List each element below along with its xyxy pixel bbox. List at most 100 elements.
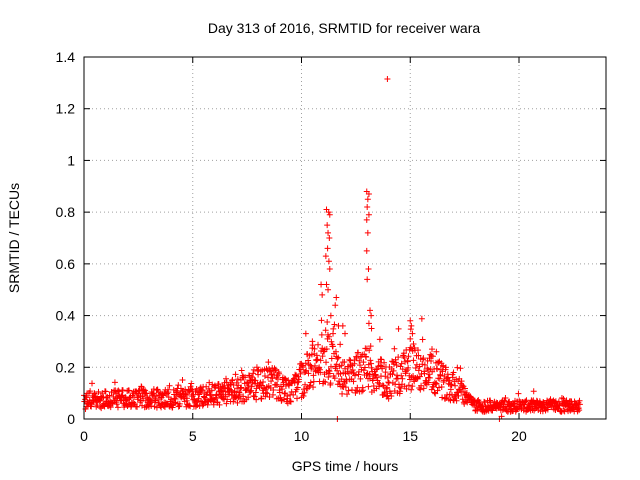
data-point	[227, 381, 234, 388]
data-point	[318, 331, 325, 338]
data-point	[326, 235, 333, 241]
data-point	[302, 381, 309, 388]
data-point	[384, 75, 391, 82]
data-point	[434, 365, 441, 372]
data-point	[385, 395, 392, 402]
data-point	[364, 203, 371, 210]
data-point	[401, 354, 408, 361]
data-point	[175, 403, 182, 410]
data-point	[360, 387, 367, 394]
data-point	[319, 353, 326, 360]
data-point	[223, 400, 230, 407]
data-point	[391, 345, 398, 352]
data-point	[195, 395, 202, 402]
data-point	[395, 354, 402, 361]
data-point	[292, 371, 299, 378]
data-point	[433, 380, 440, 387]
data-point	[230, 398, 237, 405]
data-point	[97, 393, 104, 400]
data-point	[407, 317, 414, 324]
data-point	[390, 367, 397, 374]
data-point	[418, 382, 425, 389]
data-point	[207, 391, 214, 398]
data-point	[148, 403, 155, 410]
data-point	[210, 401, 217, 408]
data-point	[308, 364, 315, 371]
y-tick-label: 0.8	[56, 204, 76, 220]
data-point	[397, 388, 404, 395]
data-point	[399, 375, 406, 382]
data-point	[248, 383, 255, 390]
data-point	[269, 375, 276, 382]
data-point	[223, 375, 230, 382]
data-point	[442, 364, 449, 371]
data-point	[421, 370, 428, 377]
data-point	[89, 380, 96, 387]
data-point	[435, 359, 442, 366]
data-point	[358, 388, 365, 395]
data-point	[176, 400, 183, 407]
data-point	[175, 382, 182, 389]
data-point	[395, 325, 402, 332]
data-point	[208, 387, 215, 394]
data-point	[290, 391, 297, 398]
data-point	[186, 402, 193, 409]
data-point	[407, 326, 414, 333]
data-point	[440, 363, 447, 370]
data-point	[331, 321, 338, 328]
data-point	[429, 346, 435, 353]
data-point	[326, 370, 333, 377]
data-point	[434, 387, 441, 394]
data-point	[373, 374, 380, 381]
data-point	[405, 353, 412, 360]
data-point	[245, 394, 252, 401]
data-point	[258, 395, 265, 402]
data-point	[238, 384, 245, 391]
data-point	[317, 369, 324, 376]
data-point	[334, 355, 341, 362]
data-point	[384, 384, 391, 391]
data-point	[229, 376, 236, 383]
data-point	[331, 375, 338, 382]
data-point	[432, 390, 439, 397]
data-point	[443, 394, 450, 401]
data-point	[405, 364, 412, 371]
data-point	[318, 281, 325, 288]
data-point	[379, 365, 386, 372]
data-point	[253, 396, 260, 403]
data-point	[409, 330, 416, 337]
data-point	[126, 395, 133, 402]
data-point	[87, 388, 94, 395]
data-point	[337, 341, 344, 348]
data-point	[263, 389, 270, 396]
data-point	[368, 364, 375, 371]
data-point	[410, 357, 417, 364]
data-point	[365, 211, 372, 218]
data-point	[346, 356, 353, 363]
data-point	[530, 388, 537, 395]
data-point	[415, 347, 422, 354]
data-point	[467, 394, 474, 401]
data-point	[279, 386, 286, 393]
data-point	[309, 338, 316, 345]
data-point	[342, 330, 348, 337]
data-point	[301, 389, 308, 396]
data-point	[455, 392, 462, 399]
data-point	[449, 374, 456, 381]
data-point	[302, 330, 309, 337]
y-tick-label: 0.4	[56, 308, 76, 324]
data-point	[215, 381, 222, 388]
data-point	[360, 359, 367, 366]
y-tick-label: 0.6	[56, 256, 76, 272]
data-point	[457, 365, 464, 372]
data-point	[383, 385, 390, 392]
data-point	[437, 372, 444, 379]
data-point	[325, 258, 332, 265]
data-point	[421, 361, 428, 368]
data-point	[310, 384, 317, 391]
data-point	[344, 391, 351, 398]
data-point	[220, 384, 227, 391]
data-point	[172, 396, 179, 403]
data-point	[425, 379, 432, 386]
data-point	[404, 358, 411, 365]
